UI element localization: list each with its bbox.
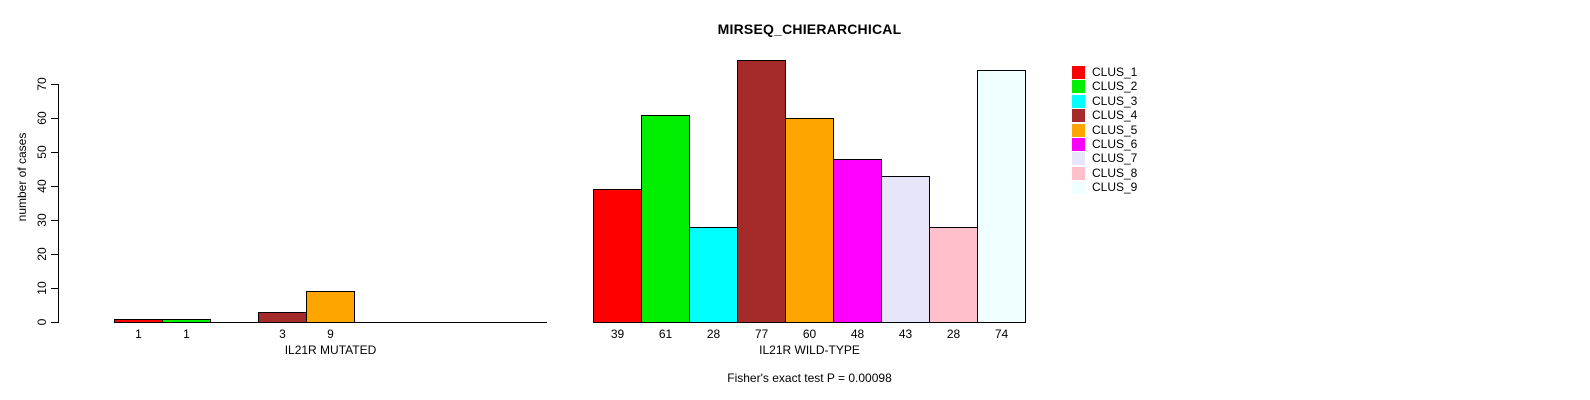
legend-label: CLUS_7	[1092, 151, 1138, 165]
legend-label: CLUS_2	[1092, 79, 1138, 93]
y-tick	[51, 186, 58, 187]
bar	[258, 312, 307, 323]
bar-value-label: 1	[183, 327, 190, 341]
bar	[881, 176, 930, 323]
bar-value-label: 61	[658, 327, 673, 341]
legend-swatch	[1072, 95, 1085, 108]
bar	[593, 189, 642, 323]
y-axis-title: number of cases	[15, 132, 29, 222]
y-tick	[51, 152, 58, 153]
y-tick	[51, 84, 58, 85]
y-tick	[51, 254, 58, 255]
y-axis-line	[58, 84, 59, 323]
bar	[641, 115, 690, 323]
legend-label: CLUS_5	[1092, 123, 1138, 137]
bar	[162, 319, 211, 323]
fisher-test-annotation: Fisher's exact test P = 0.00098	[727, 371, 892, 385]
bar-value-label: 60	[802, 327, 817, 341]
legend-label: CLUS_1	[1092, 65, 1138, 79]
y-tick-label: 70	[35, 77, 49, 91]
bar-value-label: 74	[994, 327, 1009, 341]
y-tick-label: 20	[35, 247, 49, 261]
bar-value-label: 1	[135, 327, 142, 341]
bar-value-label: 43	[898, 327, 913, 341]
bar-value-label: 9	[327, 327, 334, 341]
legend-label: CLUS_8	[1092, 166, 1138, 180]
chart-title: MIRSEQ_CHIERARCHICAL	[717, 21, 902, 37]
y-tick	[51, 288, 58, 289]
legend-swatch	[1072, 109, 1085, 122]
bar-value-label: 28	[706, 327, 721, 341]
bar-value-label: 28	[946, 327, 961, 341]
legend-swatch	[1072, 124, 1085, 137]
bar	[114, 319, 163, 323]
bar	[977, 70, 1026, 323]
legend-label: CLUS_6	[1092, 137, 1138, 151]
y-tick-label: 60	[35, 111, 49, 125]
legend-label: CLUS_9	[1092, 180, 1138, 194]
y-tick-label: 0	[35, 318, 49, 326]
y-tick-label: 50	[35, 145, 49, 159]
bar-value-label: 3	[279, 327, 286, 341]
bar	[785, 118, 834, 323]
bar	[737, 60, 786, 323]
y-tick-label: 30	[35, 213, 49, 227]
y-tick	[51, 118, 58, 119]
bar-value-label: 48	[850, 327, 865, 341]
legend-label: CLUS_3	[1092, 94, 1138, 108]
bar-value-label: 77	[754, 327, 769, 341]
bar	[929, 227, 978, 323]
y-tick	[51, 322, 58, 323]
legend-swatch	[1072, 138, 1085, 151]
legend-swatch	[1072, 66, 1085, 79]
legend-swatch	[1072, 167, 1085, 180]
legend-swatch	[1072, 152, 1085, 165]
x-axis-label: IL21R MUTATED	[284, 343, 377, 357]
y-tick-label: 10	[35, 281, 49, 295]
bar	[833, 159, 882, 323]
bar-value-label: 39	[610, 327, 625, 341]
bar	[689, 227, 738, 323]
legend-swatch	[1072, 181, 1085, 194]
bar	[306, 291, 355, 323]
y-tick-label: 40	[35, 179, 49, 193]
y-tick	[51, 220, 58, 221]
x-axis-label: IL21R WILD-TYPE	[759, 343, 860, 357]
legend-label: CLUS_4	[1092, 108, 1138, 122]
legend-swatch	[1072, 80, 1085, 93]
